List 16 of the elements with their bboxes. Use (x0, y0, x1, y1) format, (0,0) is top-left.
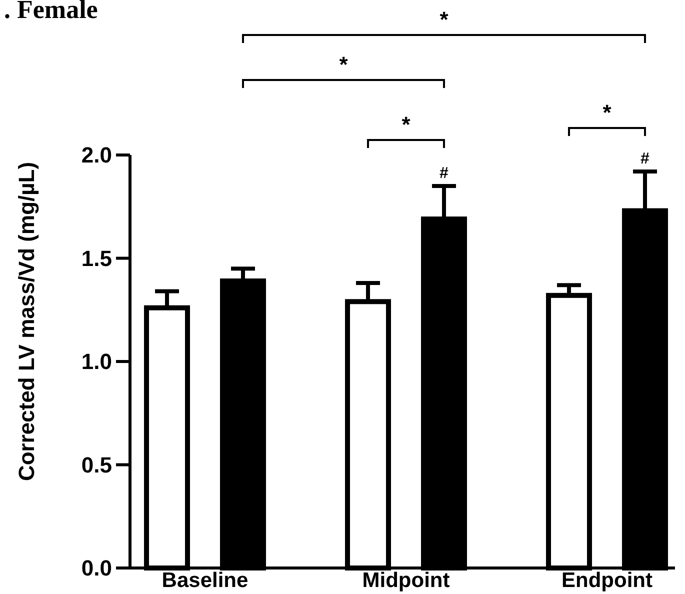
annotation: # (640, 150, 650, 168)
y-axis-title: Corrected LV mass/Vd (mg/µL) (14, 162, 39, 482)
y-tick-label: 1.0 (81, 349, 112, 374)
y-tick-label: 1.5 (81, 246, 112, 271)
y-tick-label: 0.5 (81, 452, 112, 478)
text: * (602, 100, 612, 125)
x-tick-label: Baseline (162, 569, 248, 592)
text: * (339, 52, 348, 77)
y-tick-label: 0.0 (81, 556, 112, 581)
y-tick-label: 2.0 (81, 142, 112, 168)
x-tick-label: Midpoint (362, 569, 450, 592)
annotation: # (440, 164, 449, 182)
text: * (402, 112, 411, 137)
text: * (440, 7, 449, 32)
x-tick-label: Endpoint (562, 569, 652, 592)
chart-title: . Female (4, 0, 98, 24)
